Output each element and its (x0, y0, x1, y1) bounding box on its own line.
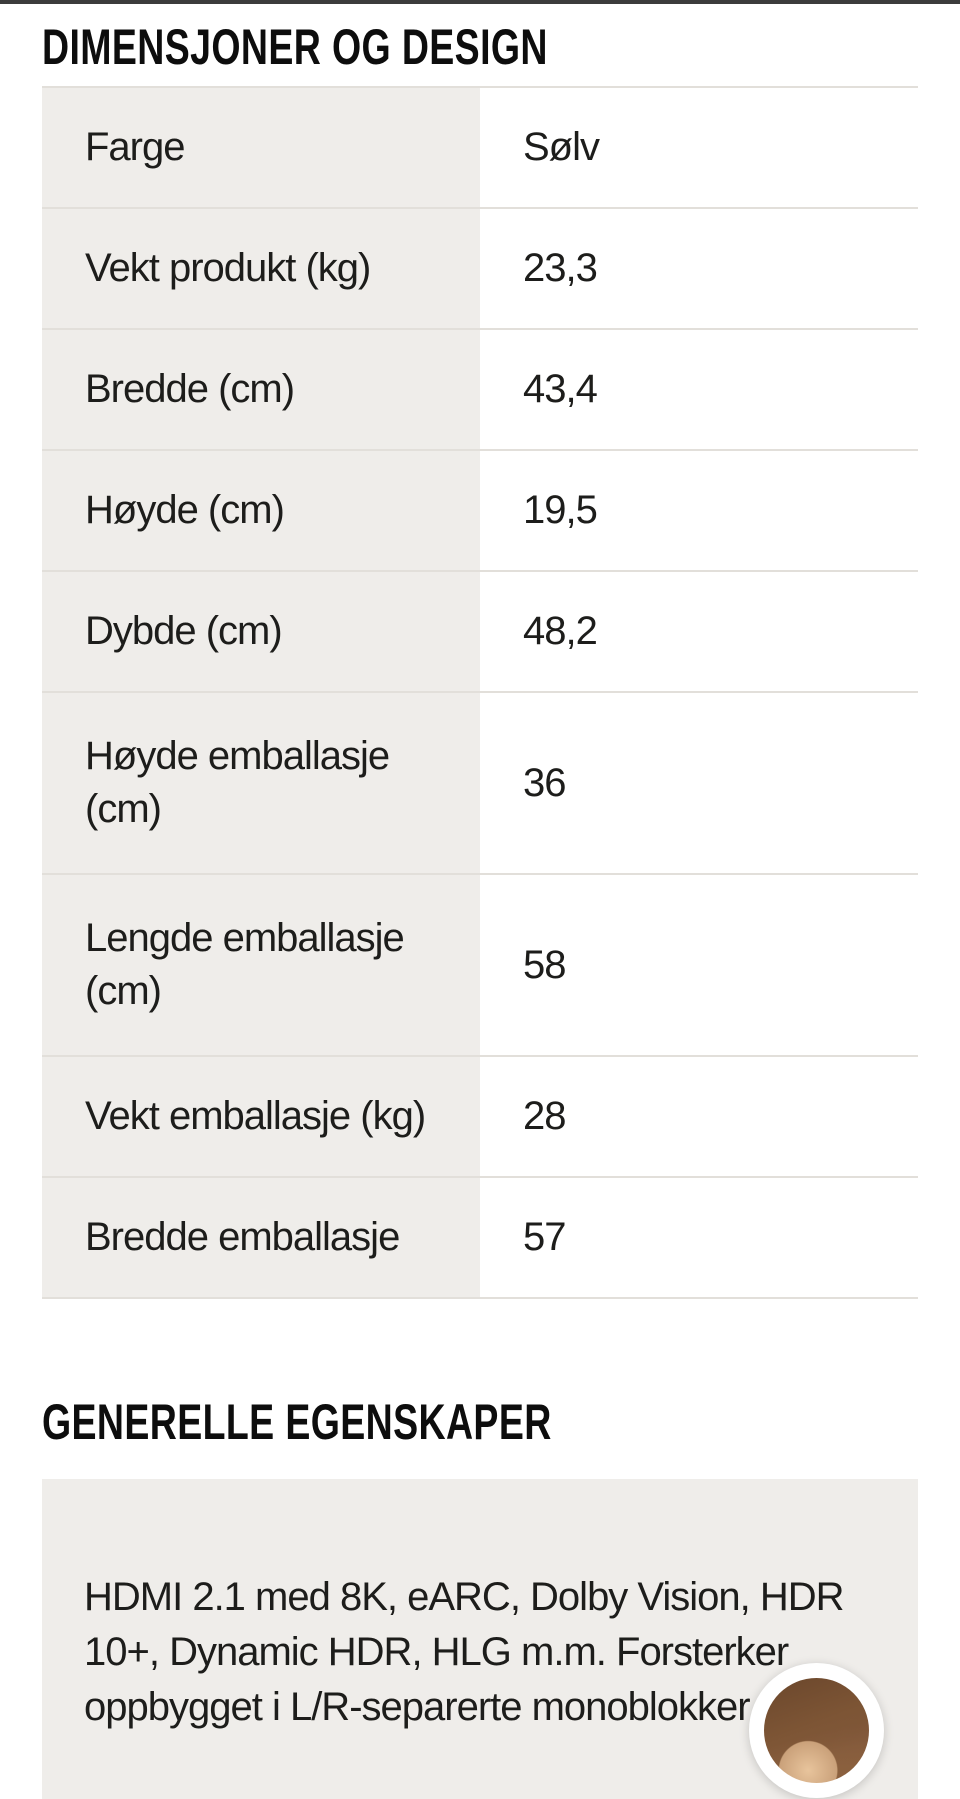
chat-agent-photo (764, 1678, 869, 1783)
spec-value: 57 (523, 1215, 567, 1259)
spec-value: 28 (523, 1094, 567, 1138)
spec-label: Høyde (cm) (42, 451, 480, 570)
spec-value: Sølv (523, 125, 600, 169)
table-row: Dybde (cm) 48,2 (42, 572, 918, 693)
spec-label: Høyde emballasje (cm) (42, 693, 480, 873)
table-row: Vekt emballasje (kg) 28 (42, 1057, 918, 1178)
spec-label: Lengde emballasje (cm) (42, 875, 480, 1055)
spec-value: 19,5 (523, 488, 598, 532)
dimensions-spec-table: Farge Sølv Vekt produkt (kg) 23,3 Bredde… (42, 86, 918, 1299)
spec-value: 58 (523, 942, 567, 987)
spec-value: 36 (523, 760, 567, 805)
table-row: Høyde (cm) 19,5 (42, 451, 918, 572)
top-bar (0, 0, 960, 4)
spec-label: Farge (42, 88, 480, 207)
section-heading-dimensions: DIMENSJONER OG DESIGN (42, 16, 918, 78)
table-row: Høyde emballasje (cm) 36 (42, 693, 918, 875)
spec-page: DIMENSJONER OG DESIGN Farge Sølv Vekt pr… (0, 16, 960, 1799)
section-heading-general: GENERELLE EGENSKAPER (42, 1391, 918, 1453)
table-row: Lengde emballasje (cm) 58 (42, 875, 918, 1057)
table-row: Bredde emballasje 57 (42, 1178, 918, 1299)
table-row: Bredde (cm) 43,4 (42, 330, 918, 451)
spec-value: 43,4 (523, 367, 598, 411)
section-heading-general-text: GENERELLE EGENSKAPER (42, 1394, 552, 1450)
spec-label: Dybde (cm) (42, 572, 480, 691)
spec-label: Bredde (cm) (42, 330, 480, 449)
spec-value: 48,2 (523, 609, 598, 653)
section-heading-dimensions-text: DIMENSJONER OG DESIGN (42, 19, 548, 75)
spec-label: Vekt emballasje (kg) (42, 1057, 480, 1176)
general-info-text: HDMI 2.1 med 8K, eARC, Dolby Vision, HDR… (84, 1575, 845, 1729)
table-row: Vekt produkt (kg) 23,3 (42, 209, 918, 330)
spec-value: 23,3 (523, 246, 598, 290)
spec-label: Bredde emballasje (42, 1178, 480, 1297)
table-row: Farge Sølv (42, 88, 918, 209)
chat-avatar-button[interactable] (749, 1663, 884, 1798)
spec-label: Vekt produkt (kg) (42, 209, 480, 328)
